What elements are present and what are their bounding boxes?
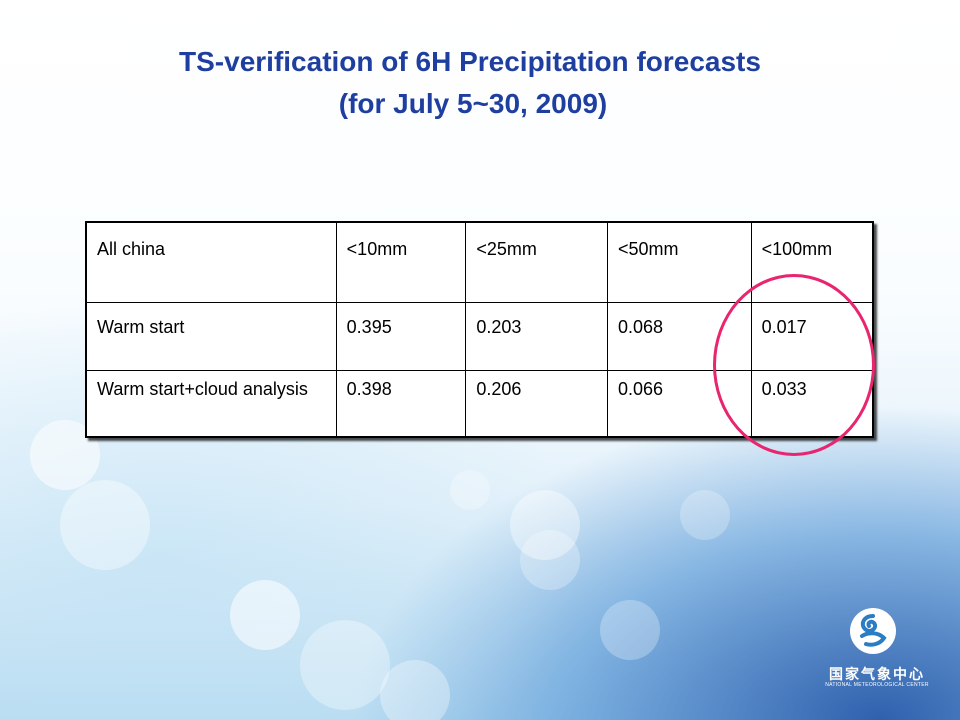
table-cell: 0.206: [465, 369, 609, 438]
table-cell: 0.395: [335, 301, 467, 371]
bokeh-decoration: [450, 470, 490, 510]
table-row-label: Warm start+cloud analysis: [85, 369, 337, 438]
bokeh-decoration: [300, 620, 390, 710]
bokeh-decoration: [60, 480, 150, 570]
logo-chinese-text: 国家气象中心: [829, 667, 925, 683]
table-cell: 0.203: [465, 301, 609, 371]
bokeh-decoration: [520, 530, 580, 590]
bokeh-decoration: [510, 490, 580, 560]
table-header-cell: All china: [85, 221, 337, 303]
table-header-row: All china <10mm <25mm <50mm <100mm: [85, 221, 874, 303]
bokeh-decoration: [680, 490, 730, 540]
table-cell: 0.398: [335, 369, 467, 438]
table-row-label: Warm start: [85, 301, 337, 371]
bokeh-decoration: [380, 660, 450, 720]
table-header-cell: <25mm: [465, 221, 609, 303]
table-header-cell: <10mm: [335, 221, 467, 303]
bokeh-decoration: [600, 600, 660, 660]
nmc-logo: 国家气象中心 NATIONAL METEOROLOGICAL CENTER: [822, 604, 932, 694]
slide-title: TS-verification of 6H Precipitation fore…: [179, 46, 761, 77]
slide-subtitle: (for July 5~30, 2009): [338, 88, 608, 119]
table-header-cell: <50mm: [607, 221, 752, 303]
bokeh-decoration: [230, 580, 300, 650]
logo-english-text: NATIONAL METEOROLOGICAL CENTER: [825, 682, 929, 688]
highlight-circle: [713, 274, 875, 456]
logo-emblem-icon: [850, 608, 896, 654]
